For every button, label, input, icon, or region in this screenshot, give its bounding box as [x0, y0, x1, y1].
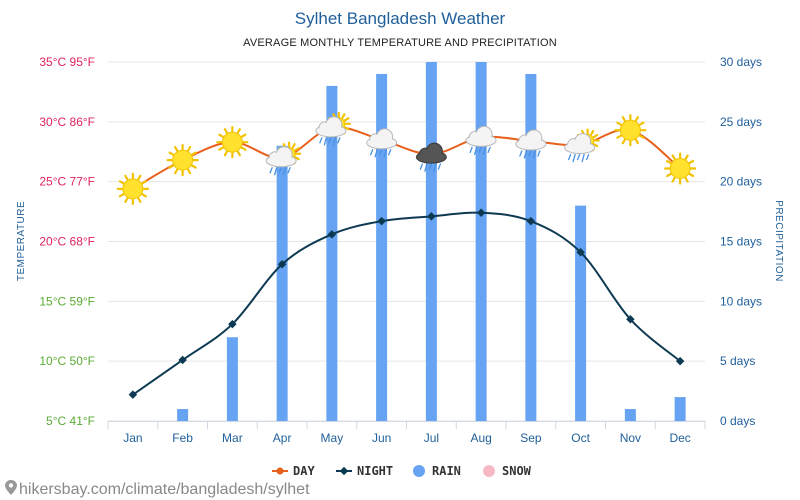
y-left-tick-label: 10°C 50°F: [39, 354, 95, 368]
temperature-lines: [128, 126, 685, 399]
x-tick-label: Mar: [222, 431, 243, 445]
legend-night[interactable]: NIGHT: [336, 464, 393, 478]
night-point: [675, 356, 685, 366]
chart-title: Sylhet Bangladesh Weather: [295, 9, 506, 28]
sun-cloud-rain-icon: [265, 141, 302, 176]
legend: DAY NIGHT RAIN SNOW: [272, 464, 532, 478]
night-point: [626, 315, 635, 324]
x-tick-label: Sep: [520, 431, 542, 445]
x-tick-label: Jan: [123, 431, 142, 445]
rain-cloud-icon: [465, 125, 497, 156]
sun-icon: [614, 114, 647, 147]
sun-icon: [664, 152, 697, 185]
legend-label: NIGHT: [357, 464, 393, 478]
y-left-tick-label: 5°C 41°F: [46, 414, 95, 428]
legend-label: RAIN: [432, 464, 461, 478]
rain-bar: [226, 337, 238, 421]
legend-label: DAY: [293, 464, 315, 478]
day-temperature-line: [132, 126, 681, 190]
legend-rain[interactable]: RAIN: [413, 464, 461, 478]
source-link[interactable]: hikersbay.com/climate/bangladesh/sylhet: [5, 480, 310, 498]
rain-cloud-icon: [366, 128, 398, 158]
y-right-tick-label: 25 days: [720, 115, 762, 129]
y-right-tick-label: 0 days: [720, 414, 755, 428]
x-tick-label: Apr: [273, 431, 292, 445]
x-tick-label: Jun: [372, 431, 391, 445]
rain-bar: [276, 145, 288, 421]
y-left-tick-label: 30°C 86°F: [39, 115, 95, 129]
y-right-tick-label: 30 days: [720, 55, 762, 69]
y-right-tick-label: 10 days: [720, 294, 762, 308]
legend-snow[interactable]: SNOW: [483, 464, 532, 478]
x-tick-label: Aug: [470, 431, 491, 445]
chart-subtitle: AVERAGE MONTHLY TEMPERATURE AND PRECIPIT…: [243, 37, 557, 49]
y-right-tick-label: 15 days: [720, 235, 762, 249]
rain-bar: [624, 409, 636, 421]
y-left-tick-label: 35°C 95°F: [39, 55, 95, 69]
night-point: [476, 208, 486, 218]
sun-cloud-rain-icon: [564, 128, 600, 163]
y-left-tick-label: 20°C 68°F: [39, 235, 95, 249]
x-tick-label: Nov: [620, 431, 641, 445]
rain-bar: [425, 62, 437, 421]
rain-bar: [326, 85, 338, 421]
sun-icon: [166, 144, 199, 177]
x-tick-label: Dec: [669, 431, 690, 445]
night-point: [178, 355, 187, 365]
map-pin-icon: [5, 480, 17, 495]
x-tick-label: May: [321, 431, 344, 445]
rain-bar: [674, 397, 686, 421]
night-point: [228, 319, 237, 329]
rain-bar: [376, 73, 388, 421]
rain-bar: [525, 73, 537, 421]
rain-bar: [575, 205, 587, 421]
y-left-tick-label: 15°C 59°F: [39, 294, 95, 308]
rain-cloud-icon: [515, 129, 547, 159]
weather-icons: [116, 111, 697, 205]
storm-cloud-icon: [415, 142, 447, 172]
night-point: [377, 216, 386, 226]
night-temperature-line: [132, 211, 681, 396]
x-tick-label: Jul: [424, 431, 439, 445]
y-left-axis-title: TEMPERATURE: [16, 201, 27, 281]
y-left-tick-label: 25°C 77°F: [39, 175, 95, 189]
sun-icon: [216, 126, 249, 159]
y-right-tick-label: 5 days: [720, 354, 755, 368]
night-point: [128, 390, 138, 399]
sun-cloud-rain-icon: [315, 111, 351, 146]
legend-day[interactable]: DAY: [272, 464, 315, 478]
legend-label: SNOW: [502, 464, 532, 478]
night-point: [327, 230, 337, 239]
source-text: hikersbay.com/climate/bangladesh/sylhet: [19, 481, 310, 498]
grid-lines: [108, 61, 705, 422]
sun-icon: [116, 172, 149, 205]
night-point: [277, 259, 287, 269]
axes: Jan Feb Mar Apr May Jun Jul Aug Sep Oct Nov Dec 35°C…: [39, 55, 762, 445]
rain-bars: [177, 62, 686, 421]
x-tick-label: Feb: [172, 431, 193, 445]
rain-bar: [475, 62, 487, 421]
rain-bar: [177, 409, 189, 421]
y-right-tick-label: 20 days: [720, 175, 762, 189]
night-point: [427, 212, 436, 221]
y-right-axis-title: PRECIPITATION: [773, 200, 784, 282]
x-tick-label: Oct: [571, 431, 590, 445]
